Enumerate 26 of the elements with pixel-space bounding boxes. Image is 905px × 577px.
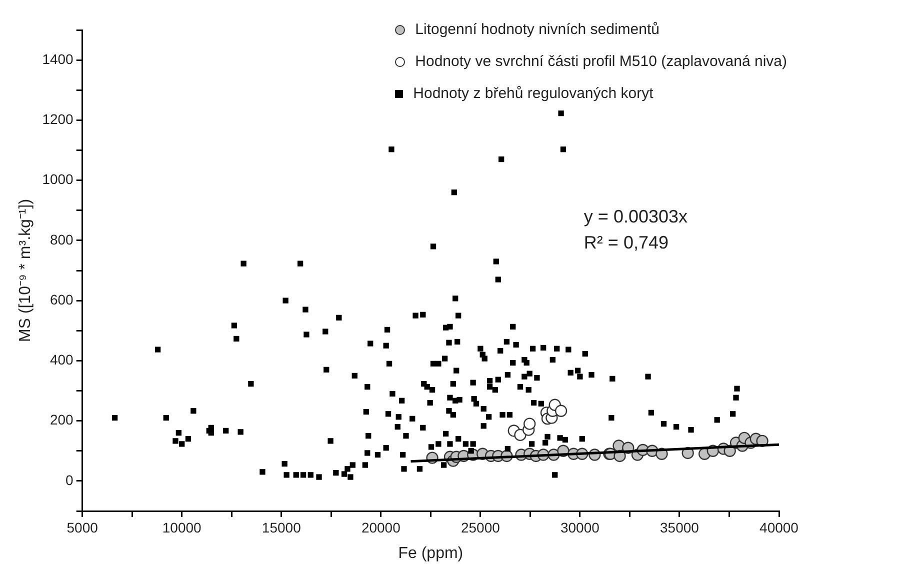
x-tick-label: 40000	[760, 519, 799, 536]
point	[514, 428, 526, 442]
y-tick-label: 800	[50, 231, 74, 248]
y-axis-title: MS ([10⁻⁹ * m³.kg⁻¹])	[17, 198, 34, 342]
x-tick-label: 35000	[660, 519, 700, 536]
x-axis-title: Fe (ppm)	[398, 544, 464, 562]
y-tick-label: 600	[50, 291, 74, 308]
point	[554, 404, 568, 417]
y-tick-label: 1200	[42, 111, 74, 128]
point	[523, 418, 536, 430]
x-tick-label: 10000	[162, 519, 202, 536]
legend-label: Hodnoty z břehů regulovaných koryt	[413, 85, 654, 102]
x-tick-label: 20000	[361, 519, 401, 536]
y-tick-label: 200	[50, 412, 74, 428]
y-tick-label: 1400	[42, 50, 74, 67]
legend-label: Litogenní hodnoty nivních sedimentů	[415, 21, 660, 38]
annotation: R² = 0,749	[584, 232, 668, 253]
x-tick-label: 15000	[262, 519, 302, 536]
x-tick-label: 25000	[460, 519, 500, 536]
x-tick-label: 5000	[66, 519, 98, 536]
y-tick-label: 0	[66, 472, 74, 488]
y-tick-label: 400	[50, 352, 74, 368]
x-tick-label: 30000	[560, 519, 600, 536]
y-tick-label: 1000	[42, 171, 74, 188]
legend-label: Hodnoty ve svrchní části profil M510 (zaplavovaná niva)	[415, 53, 787, 70]
annotation: y = 0.00303x	[584, 206, 688, 227]
